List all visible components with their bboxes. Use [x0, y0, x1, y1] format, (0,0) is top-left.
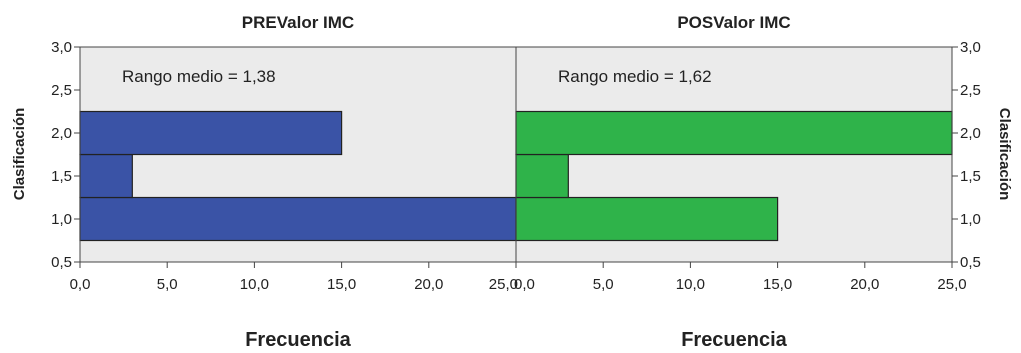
- y-tick-label-pos-4: 2,5: [960, 82, 981, 99]
- x-tick-label-pre-0: 0,0: [70, 276, 91, 293]
- y-tick-label-pre-2: 1,5: [51, 168, 72, 185]
- x-tick-label-pos-2: 10,0: [676, 276, 705, 293]
- x-tick-label-pos-3: 15,0: [763, 276, 792, 293]
- x-tick-label-pre-4: 20,0: [414, 276, 443, 293]
- bars-pre: [79, 110, 517, 242]
- x-axis-label-pos: Frecuencia: [681, 329, 787, 351]
- chart-title-pos: POSValor IMC: [677, 13, 790, 32]
- x-tick-label-pre-3: 15,0: [327, 276, 356, 293]
- y-tick-label-pos-5: 3,0: [960, 39, 981, 56]
- axes: 0,0 5,0 10,0 15,0 20,0 25,0 0,5 1,0 1,5 2,0 2,5 3,0…: [51, 39, 981, 293]
- x-tick-label-pos-4: 20,0: [850, 276, 879, 293]
- y-tick-label-pos-2: 1,5: [960, 168, 981, 185]
- y-tick-label-pre-4: 2,5: [51, 82, 72, 99]
- y-tick-label-pre-3: 2,0: [51, 125, 72, 142]
- x-tick-label-pre-1: 5,0: [157, 276, 178, 293]
- y-axis-label-left: Clasificación: [11, 108, 28, 201]
- chart-title-pre: PREValor IMC: [242, 13, 354, 32]
- x-axis-label-pre: Frecuencia: [245, 329, 351, 351]
- y-tick-label-pos-0: 0,5: [960, 254, 981, 271]
- x-tick-label-pos-0: 0,0: [514, 276, 535, 293]
- bar-pre-0: [79, 196, 517, 242]
- y-axis-label-right: Clasificación: [996, 108, 1013, 201]
- y-tick-label-pre-1: 1,0: [51, 211, 72, 228]
- annotation-pre: Rango medio = 1,38: [122, 67, 276, 86]
- bar-pos-0: [515, 196, 779, 242]
- x-tick-label-pos-1: 5,0: [593, 276, 614, 293]
- bar-pos-1: [515, 153, 569, 199]
- x-tick-label-pre-2: 10,0: [240, 276, 269, 293]
- y-tick-label-pos-1: 1,0: [960, 211, 981, 228]
- y-tick-label-pre-5: 3,0: [51, 39, 72, 56]
- bar-pre-1: [79, 153, 133, 199]
- y-tick-label-pos-3: 2,0: [960, 125, 981, 142]
- bars-pos: [515, 110, 953, 242]
- bar-pre-2: [79, 110, 343, 156]
- bar-pos-2: [515, 110, 953, 156]
- x-tick-label-pos-5: 25,0: [937, 276, 966, 293]
- y-tick-label-pre-0: 0,5: [51, 254, 72, 271]
- x-tick-label-pre-5: 25,0: [489, 276, 518, 293]
- annotation-pos: Rango medio = 1,62: [558, 67, 712, 86]
- panel-border-right: [515, 46, 953, 263]
